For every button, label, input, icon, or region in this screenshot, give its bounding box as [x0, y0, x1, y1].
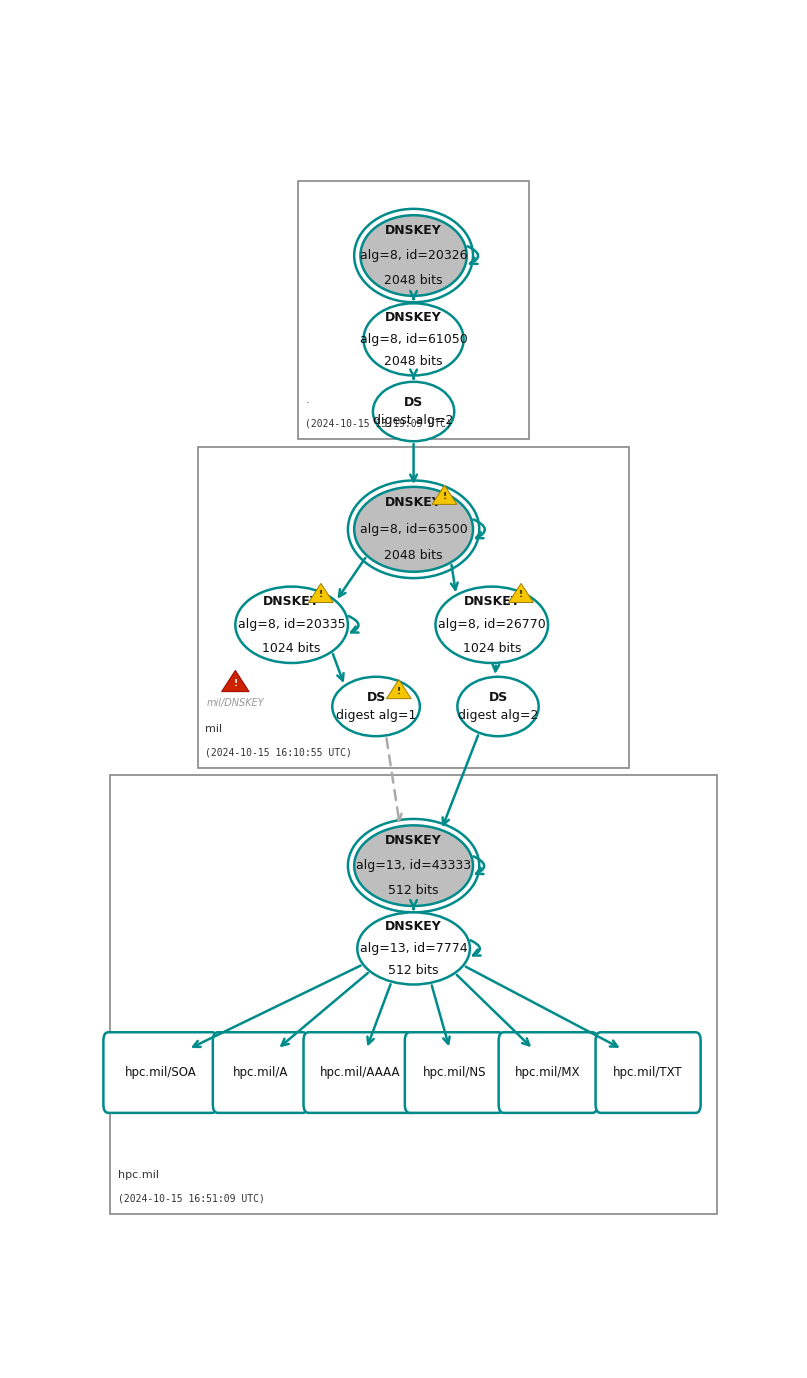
Text: !: !	[519, 590, 523, 599]
Text: DS: DS	[488, 690, 508, 704]
Text: 1024 bits: 1024 bits	[262, 642, 321, 655]
Bar	[111, 776, 717, 1214]
Polygon shape	[222, 671, 249, 692]
Text: DNSKEY: DNSKEY	[385, 919, 442, 933]
Text: digest alg=2: digest alg=2	[458, 710, 538, 722]
Text: 512 bits: 512 bits	[388, 965, 439, 977]
FancyBboxPatch shape	[405, 1032, 504, 1113]
Ellipse shape	[373, 382, 454, 441]
Bar	[298, 182, 529, 440]
Ellipse shape	[236, 587, 348, 663]
Ellipse shape	[354, 825, 473, 905]
Polygon shape	[432, 485, 457, 504]
Text: !: !	[233, 678, 237, 688]
Text: (2024-10-15 16:10:55 UTC): (2024-10-15 16:10:55 UTC)	[205, 747, 352, 758]
Text: DS: DS	[404, 395, 423, 409]
Text: alg=8, id=26770: alg=8, id=26770	[438, 619, 546, 631]
Text: 2048 bits: 2048 bits	[384, 548, 443, 562]
Text: digest alg=2: digest alg=2	[374, 415, 454, 427]
Text: hpc.mil/AAAA: hpc.mil/AAAA	[320, 1067, 401, 1079]
Text: DNSKEY: DNSKEY	[463, 595, 521, 608]
Text: 512 bits: 512 bits	[388, 885, 439, 897]
FancyBboxPatch shape	[103, 1032, 217, 1113]
Text: .: .	[305, 395, 309, 405]
Ellipse shape	[358, 912, 470, 984]
Text: alg=8, id=63500: alg=8, id=63500	[360, 522, 467, 536]
Ellipse shape	[364, 303, 463, 375]
Text: !: !	[442, 492, 446, 502]
FancyBboxPatch shape	[303, 1032, 417, 1113]
Ellipse shape	[361, 215, 466, 296]
Text: !: !	[319, 590, 323, 599]
Text: hpc.mil/SOA: hpc.mil/SOA	[124, 1067, 196, 1079]
Bar	[198, 446, 629, 768]
Text: alg=8, id=20335: alg=8, id=20335	[238, 619, 345, 631]
Polygon shape	[308, 583, 333, 602]
Text: alg=8, id=20326: alg=8, id=20326	[360, 249, 467, 262]
FancyBboxPatch shape	[596, 1032, 700, 1113]
Text: hpc.mil/TXT: hpc.mil/TXT	[613, 1067, 683, 1079]
Ellipse shape	[436, 587, 548, 663]
Text: digest alg=1: digest alg=1	[336, 710, 416, 722]
Text: (2024-10-15 16:51:09 UTC): (2024-10-15 16:51:09 UTC)	[118, 1193, 265, 1203]
Text: DNSKEY: DNSKEY	[385, 496, 442, 510]
Text: alg=8, id=61050: alg=8, id=61050	[360, 333, 467, 346]
Text: DS: DS	[366, 690, 386, 704]
Text: hpc.mil/NS: hpc.mil/NS	[423, 1067, 486, 1079]
Text: 2048 bits: 2048 bits	[384, 356, 443, 368]
Text: !: !	[397, 686, 401, 696]
Ellipse shape	[354, 486, 473, 572]
Polygon shape	[387, 679, 412, 699]
Text: DNSKEY: DNSKEY	[385, 225, 442, 237]
Text: DNSKEY: DNSKEY	[263, 595, 320, 608]
Text: alg=13, id=43333: alg=13, id=43333	[356, 858, 471, 872]
Text: DNSKEY: DNSKEY	[385, 834, 442, 847]
Ellipse shape	[332, 677, 420, 736]
Text: hpc.mil/A: hpc.mil/A	[232, 1067, 288, 1079]
Text: alg=13, id=7774: alg=13, id=7774	[360, 943, 467, 955]
Text: mil/DNSKEY: mil/DNSKEY	[207, 699, 264, 708]
Ellipse shape	[458, 677, 539, 736]
Text: mil: mil	[205, 723, 223, 734]
Text: 2048 bits: 2048 bits	[384, 274, 443, 287]
Text: DNSKEY: DNSKEY	[385, 310, 442, 324]
FancyBboxPatch shape	[213, 1032, 308, 1113]
Text: hpc.mil/MX: hpc.mil/MX	[516, 1067, 581, 1079]
Polygon shape	[508, 583, 533, 602]
Text: (2024-10-15 13:19:05 UTC): (2024-10-15 13:19:05 UTC)	[305, 419, 452, 429]
FancyBboxPatch shape	[499, 1032, 597, 1113]
Text: hpc.mil: hpc.mil	[118, 1170, 159, 1180]
Text: 1024 bits: 1024 bits	[462, 642, 521, 655]
